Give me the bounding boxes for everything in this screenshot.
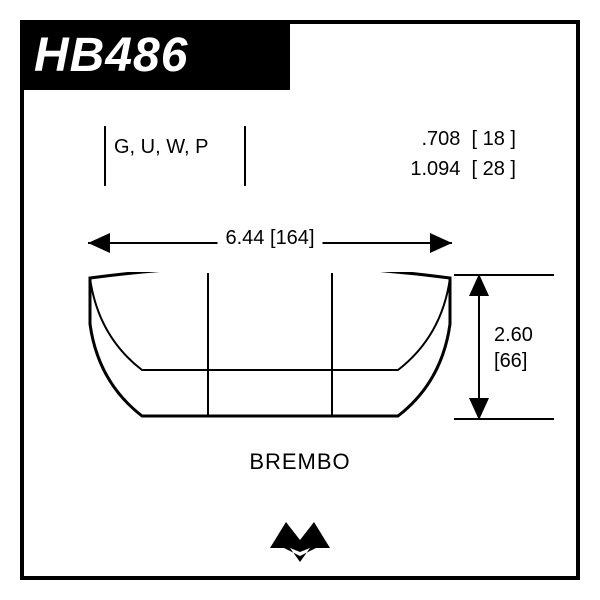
arrow-left-icon <box>88 233 110 253</box>
caliper-brand: BREMBO <box>249 449 350 475</box>
height-dimension: 2.60 [66] <box>468 274 558 420</box>
hawk-logo <box>268 518 332 562</box>
height-mm: 66 <box>500 350 522 372</box>
width-in: 6.44 <box>226 227 265 249</box>
width-label: 6.44 [164] <box>218 227 323 250</box>
width-dimension: 6.44 [164] <box>88 229 452 259</box>
thickness-tick-1 <box>104 126 106 186</box>
thickness-tick-2 <box>244 126 246 186</box>
brake-pad-outline <box>84 272 456 422</box>
arrow-down-icon <box>469 398 489 420</box>
height-in: 2.60 <box>494 324 533 346</box>
arrow-right-icon <box>430 233 452 253</box>
part-number: HB486 <box>34 28 188 83</box>
thickness-in: .708 <box>421 128 460 150</box>
height-label: 2.60 [66] <box>494 322 533 374</box>
thickness-row: .708 [ 18 ] <box>410 124 516 154</box>
thickness-mm: 18 <box>483 128 505 150</box>
thickness-mm: 28 <box>483 158 505 180</box>
thickness-specs: .708 [ 18 ] 1.094 [ 28 ] <box>410 124 516 184</box>
width-mm: 164 <box>276 227 309 249</box>
thickness-row: 1.094 [ 28 ] <box>410 154 516 184</box>
thickness-in: 1.094 <box>410 158 460 180</box>
arrow-up-icon <box>469 274 489 296</box>
diagram-frame: HB486 G, U, W, P .708 [ 18 ] 1.094 [ 28 … <box>20 20 580 580</box>
compound-codes: G, U, W, P <box>114 136 208 159</box>
title-bar: HB486 <box>20 20 290 90</box>
